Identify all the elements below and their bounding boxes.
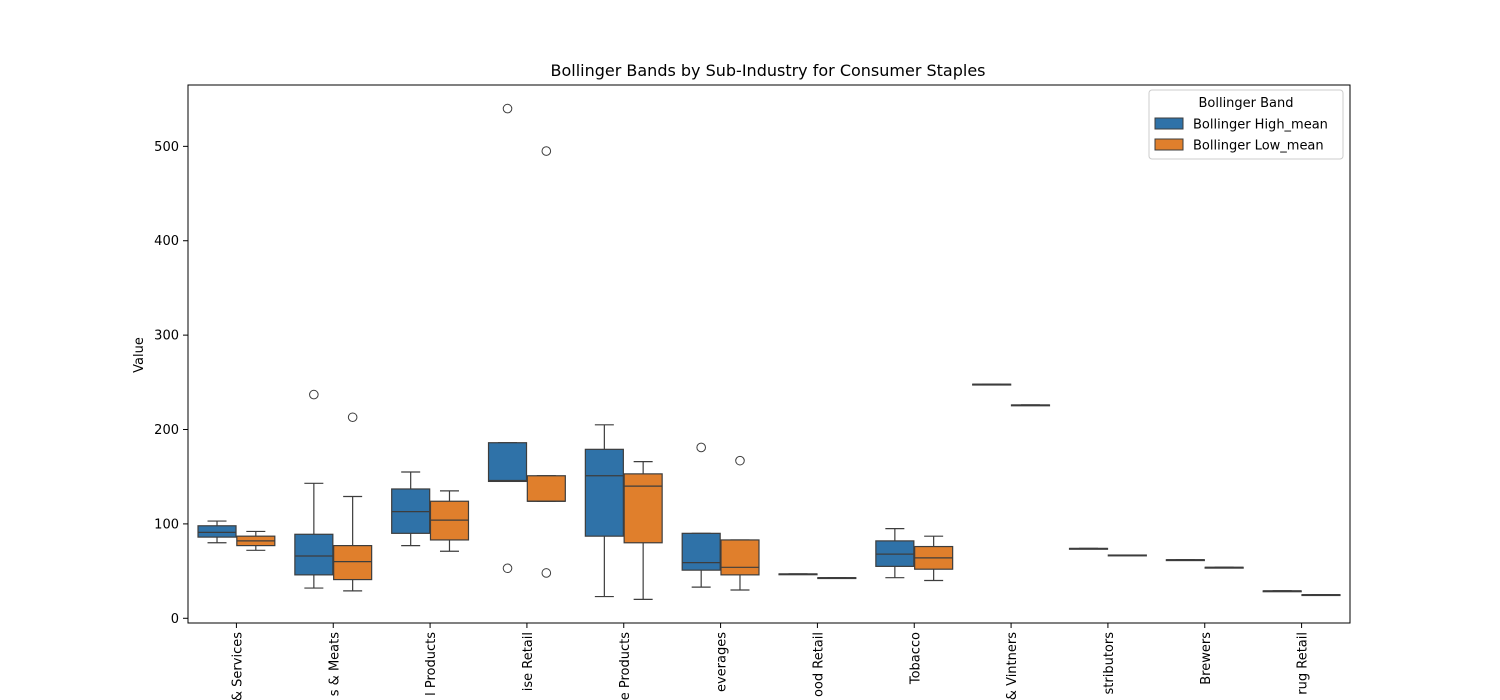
box-group <box>1301 594 1341 597</box>
box-iqr <box>681 532 721 571</box>
box-group <box>681 442 721 588</box>
box-iqr <box>197 525 237 538</box>
x-tick-label: s & Meats <box>327 632 342 696</box>
x-tick-label: ise Retail <box>521 632 536 691</box>
y-tick-label: 0 <box>171 612 179 627</box>
outlier-point <box>735 455 745 466</box>
box-group <box>391 471 431 547</box>
box-group <box>817 577 857 580</box>
box-group <box>526 146 566 578</box>
y-tick-label: 100 <box>154 517 179 532</box>
box-group <box>236 530 276 551</box>
y-tick-label: 500 <box>154 140 179 155</box>
box-group <box>1068 547 1109 550</box>
outlier-point <box>502 563 513 574</box>
legend-swatch <box>1154 117 1184 130</box>
box-group <box>197 520 237 544</box>
x-tick-label: & Vintners <box>1005 632 1020 700</box>
outlier-point <box>502 103 513 114</box>
box-iqr <box>487 442 528 483</box>
y-axis-label: Value <box>132 337 147 373</box>
box-iqr <box>526 475 566 502</box>
chart-title: Bollinger Bands by Sub-Industry for Cons… <box>550 61 985 80</box>
y-tick-label: 200 <box>154 423 179 438</box>
box-group <box>487 103 528 574</box>
legend-swatch <box>1154 138 1184 151</box>
outlier-point <box>347 412 358 423</box>
outlier-point <box>541 146 552 156</box>
box-group <box>429 490 470 552</box>
plot-frame <box>187 84 1351 624</box>
x-tick-label: & Services <box>230 632 245 700</box>
outlier-point <box>541 568 552 578</box>
plot-marks <box>197 103 1341 601</box>
x-tick-label: rug Retail <box>1296 632 1311 695</box>
box-iqr <box>720 539 760 576</box>
box-iqr <box>623 473 663 544</box>
x-tick-label: ood Retail <box>811 632 826 697</box>
box-group <box>333 412 373 592</box>
x-tick-label: Tobacco <box>908 632 923 685</box>
box-group <box>623 461 663 601</box>
x-tick-label: everages <box>715 632 730 692</box>
legend-entry: Bollinger Low_mean <box>1193 139 1324 154</box>
legend: Bollinger Band Bollinger High_mean Bolling… <box>1148 89 1344 160</box>
box-group <box>1262 590 1302 593</box>
box-group <box>778 573 818 576</box>
legend-title: Bollinger Band <box>1198 96 1293 111</box>
box-group <box>1010 404 1051 407</box>
y-tick-label: 400 <box>154 234 179 249</box>
box-group <box>720 455 760 591</box>
box-group <box>1204 566 1244 569</box>
axes: 0 100 200 300 400 500 & Services s & Meats l Pro… <box>154 84 1351 700</box>
x-tick-label: e Products <box>618 632 633 700</box>
box-group <box>875 528 915 579</box>
y-tick-label: 300 <box>154 329 179 344</box>
box-group <box>294 389 334 589</box>
box-group <box>972 383 1012 386</box>
legend-entry: Bollinger High_mean <box>1193 118 1328 133</box>
box-group <box>1165 559 1205 562</box>
outlier-point <box>309 389 319 400</box>
box-iqr <box>584 448 624 537</box>
box-iqr <box>333 545 373 581</box>
legend-frame <box>1148 89 1344 160</box>
x-tick-label: l Products <box>424 632 439 696</box>
box-iqr <box>294 533 334 576</box>
x-tick-label: Brewers <box>1199 632 1214 685</box>
box-group <box>914 535 954 582</box>
x-tick-label: stributors <box>1102 632 1117 695</box>
box-group <box>584 424 624 598</box>
box-group <box>1107 554 1147 557</box>
outlier-point <box>696 442 706 453</box>
